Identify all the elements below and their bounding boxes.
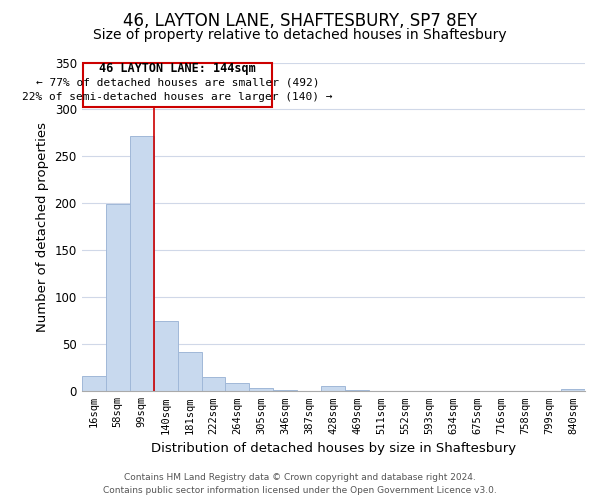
Bar xyxy=(250,388,274,392)
X-axis label: Distribution of detached houses by size in Shaftesbury: Distribution of detached houses by size … xyxy=(151,442,516,455)
Bar xyxy=(561,390,585,392)
Bar xyxy=(346,390,369,392)
Bar xyxy=(82,376,106,392)
Bar xyxy=(83,62,272,106)
Text: 46, LAYTON LANE, SHAFTESBURY, SP7 8EY: 46, LAYTON LANE, SHAFTESBURY, SP7 8EY xyxy=(123,12,477,30)
Bar xyxy=(322,386,346,392)
Text: Size of property relative to detached houses in Shaftesbury: Size of property relative to detached ho… xyxy=(93,28,507,42)
Bar xyxy=(274,390,298,392)
Text: ← 77% of detached houses are smaller (492): ← 77% of detached houses are smaller (49… xyxy=(36,78,319,88)
Text: Contains HM Land Registry data © Crown copyright and database right 2024.
Contai: Contains HM Land Registry data © Crown c… xyxy=(103,473,497,495)
Bar xyxy=(226,383,250,392)
Bar xyxy=(202,377,226,392)
Y-axis label: Number of detached properties: Number of detached properties xyxy=(36,122,49,332)
Bar xyxy=(106,204,130,392)
Bar xyxy=(130,136,154,392)
Bar xyxy=(154,321,178,392)
Bar xyxy=(178,352,202,392)
Text: 22% of semi-detached houses are larger (140) →: 22% of semi-detached houses are larger (… xyxy=(22,92,333,102)
Text: 46 LAYTON LANE: 144sqm: 46 LAYTON LANE: 144sqm xyxy=(99,62,256,76)
